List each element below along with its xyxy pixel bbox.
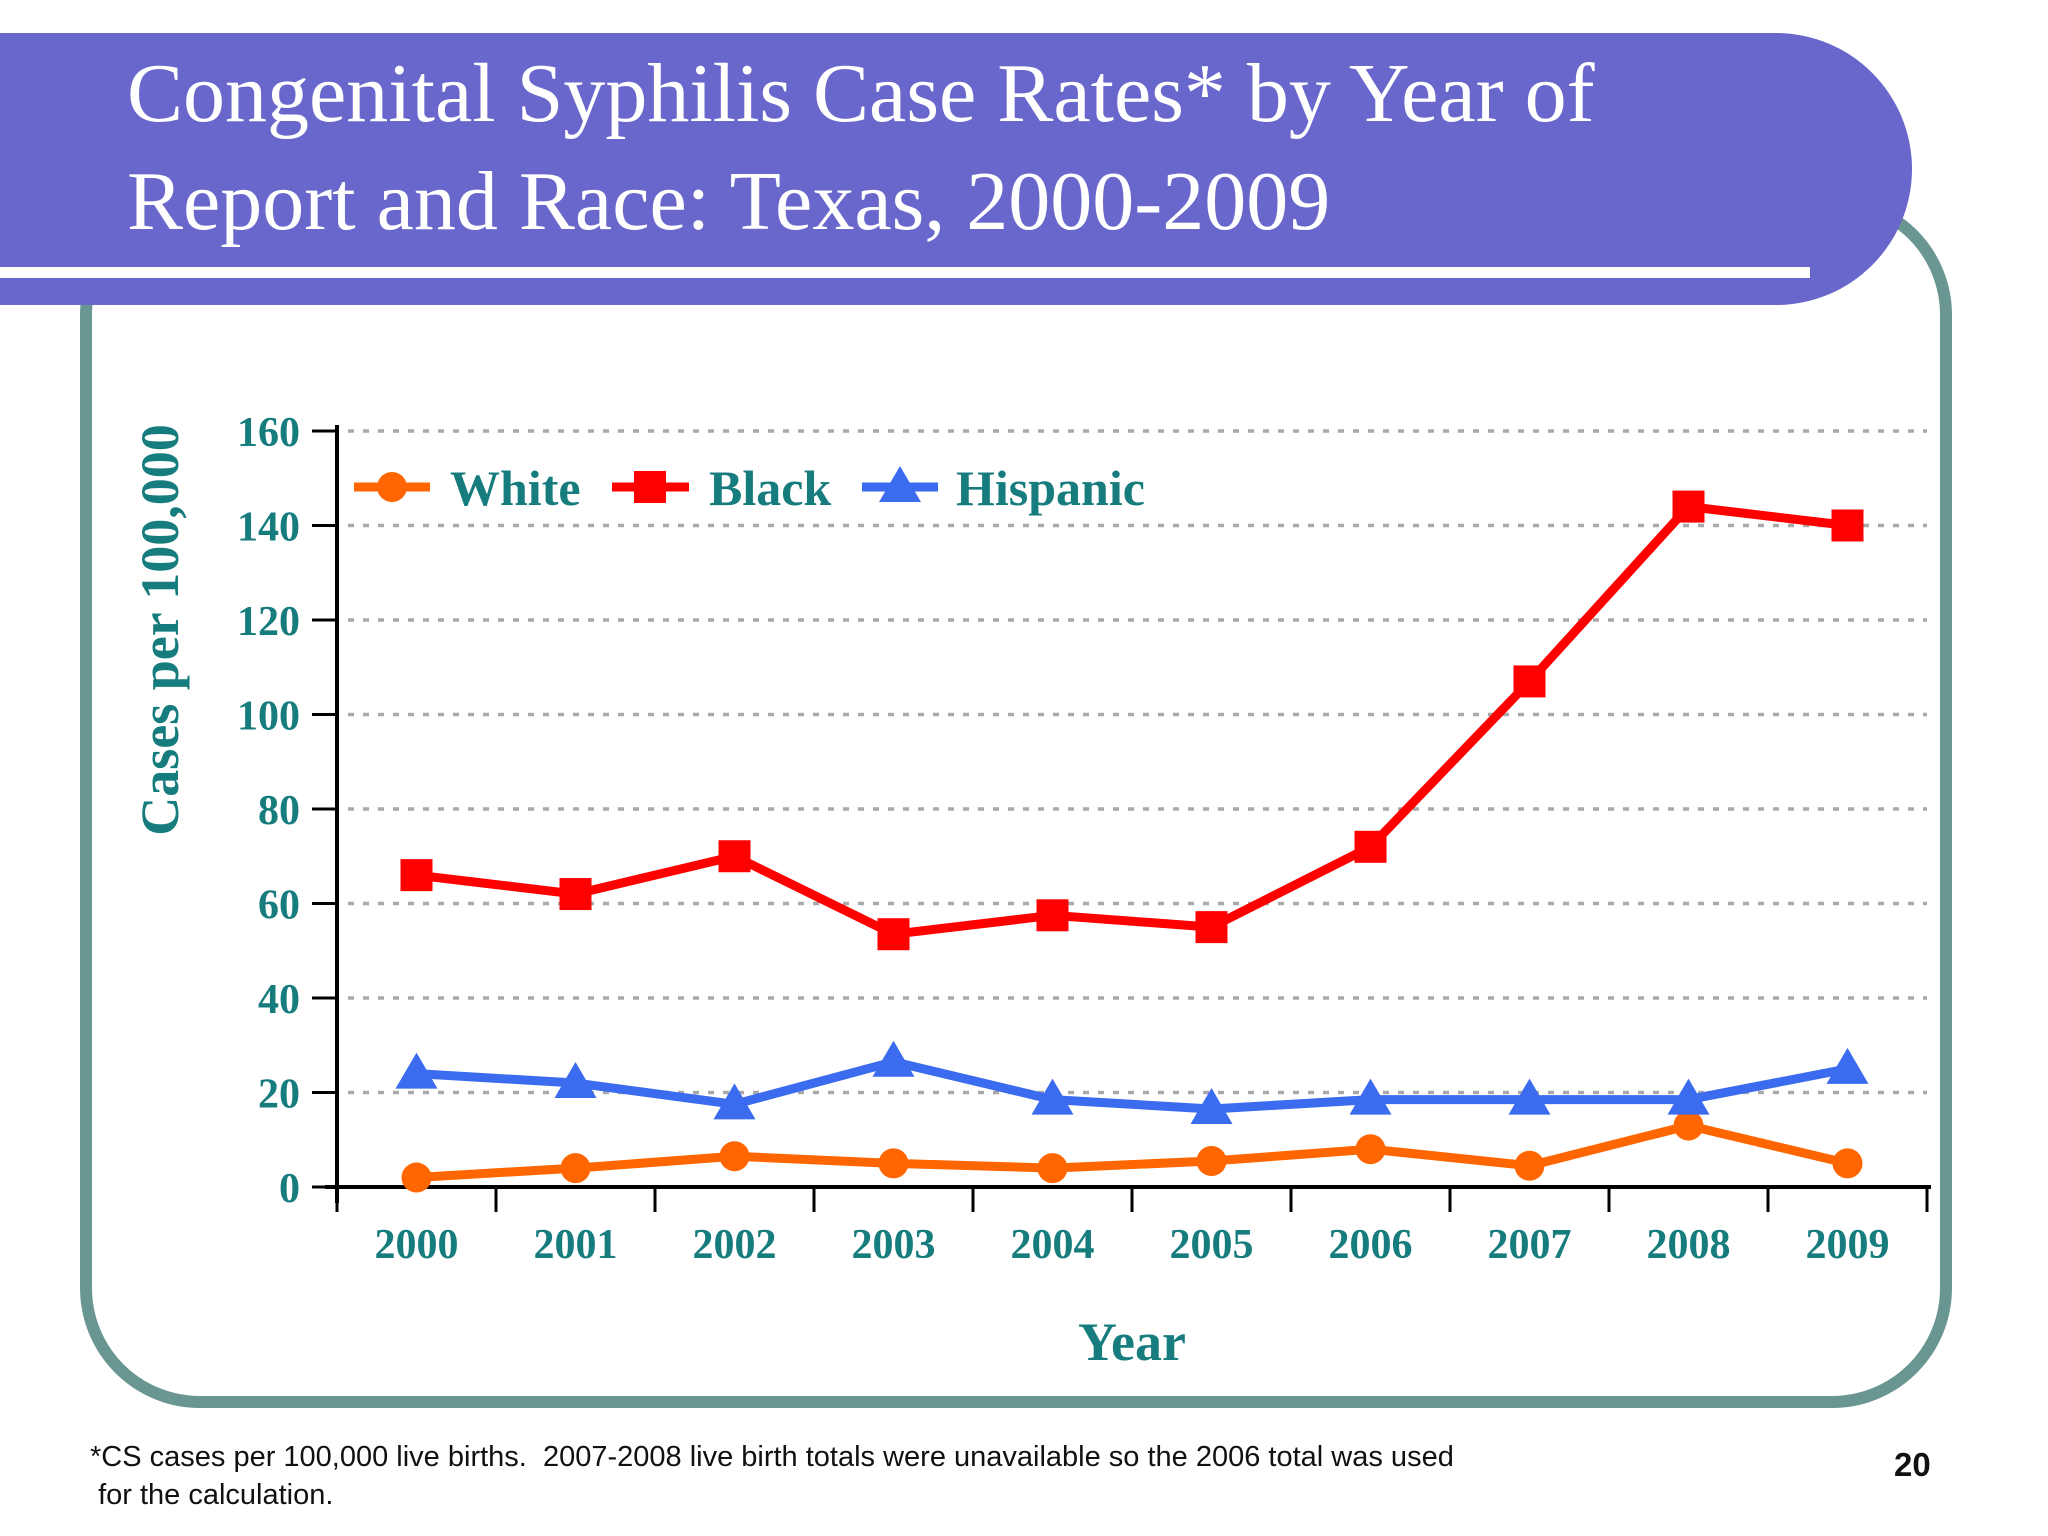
- x-tick-label-2001: 2001: [534, 1222, 618, 1268]
- legend-marker-black: [634, 471, 666, 503]
- marker-white-2002: [719, 1141, 750, 1172]
- marker-white-2009: [1832, 1148, 1863, 1179]
- slide-title-line2: Report and Race: Texas, 2000-2009: [127, 155, 1331, 248]
- page-number: 20: [1894, 1446, 1931, 1483]
- marker-hispanic-2008: [1667, 1078, 1710, 1115]
- marker-hispanic-2000: [395, 1052, 438, 1089]
- y-tick-label-80: 80: [258, 788, 300, 834]
- marker-black-2002: [718, 840, 751, 873]
- marker-white-2005: [1196, 1146, 1227, 1177]
- banner-underline: [0, 267, 1810, 278]
- marker-white-2001: [560, 1153, 591, 1184]
- marker-black-2005: [1195, 911, 1228, 944]
- marker-hispanic-2003: [872, 1040, 915, 1077]
- marker-black-2001: [559, 878, 592, 911]
- marker-hispanic-2004: [1031, 1078, 1074, 1115]
- x-tick-label-2003: 2003: [852, 1222, 936, 1268]
- x-tick-label-2007: 2007: [1488, 1222, 1572, 1268]
- x-tick-label-2005: 2005: [1170, 1222, 1254, 1268]
- legend-label-hispanic: Hispanic: [956, 460, 1145, 516]
- marker-white-2008: [1673, 1110, 1704, 1141]
- y-tick-label-100: 100: [237, 694, 300, 740]
- y-tick-label-0: 0: [279, 1166, 300, 1212]
- marker-white-2000: [401, 1162, 432, 1193]
- marker-hispanic-2007: [1508, 1078, 1551, 1115]
- y-tick-label-20: 20: [258, 1072, 300, 1118]
- marker-hispanic-2005: [1190, 1088, 1233, 1125]
- legend-marker-hispanic: [879, 466, 921, 502]
- slide-title: Congenital Syphilis Case Rates* by Year …: [127, 40, 1595, 256]
- marker-white-2004: [1037, 1153, 1068, 1184]
- marker-black-2007: [1513, 665, 1546, 698]
- marker-black-2008: [1672, 490, 1705, 523]
- y-axis-title: Cases per 100,000: [130, 424, 190, 836]
- y-tick-label-60: 60: [258, 883, 300, 929]
- x-tick-label-2000: 2000: [375, 1222, 459, 1268]
- y-tick-label-40: 40: [258, 977, 300, 1023]
- legend-label-black: Black: [709, 460, 831, 516]
- marker-white-2003: [878, 1148, 909, 1179]
- x-tick-label-2009: 2009: [1806, 1222, 1890, 1268]
- marker-hispanic-2001: [554, 1062, 597, 1099]
- title-banner: [0, 33, 1912, 305]
- y-tick-label-120: 120: [237, 599, 300, 645]
- footnote-line2: for the calculation.: [90, 1479, 334, 1511]
- marker-hispanic-2006: [1349, 1078, 1392, 1115]
- x-tick-label-2008: 2008: [1647, 1222, 1731, 1268]
- y-tick-label-140: 140: [237, 505, 300, 551]
- marker-black-2004: [1036, 899, 1069, 932]
- marker-black-2000: [400, 859, 433, 892]
- y-tick-label-160: 160: [237, 410, 300, 456]
- marker-black-2009: [1831, 509, 1864, 542]
- marker-black-2006: [1354, 830, 1387, 863]
- slide-title-line1: Congenital Syphilis Case Rates* by Year …: [127, 47, 1595, 140]
- marker-white-2006: [1355, 1134, 1386, 1165]
- x-tick-label-2004: 2004: [1011, 1222, 1095, 1268]
- x-tick-label-2006: 2006: [1329, 1222, 1413, 1268]
- footnote-line1: *CS cases per 100,000 live births. 2007-…: [90, 1441, 1454, 1473]
- series-line-black: [412, 502, 1852, 939]
- marker-hispanic-2009: [1826, 1047, 1869, 1084]
- x-axis-title: Year: [1078, 1312, 1186, 1372]
- legend-marker-white: [377, 472, 407, 502]
- marker-hispanic-2002: [713, 1083, 756, 1120]
- footnote: *CS cases per 100,000 live births. 2007-…: [90, 1438, 1454, 1514]
- series-line-white: [412, 1121, 1852, 1183]
- marker-black-2003: [877, 918, 910, 951]
- marker-white-2007: [1514, 1150, 1545, 1181]
- x-tick-label-2002: 2002: [693, 1222, 777, 1268]
- series-line-hispanic: [412, 1057, 1852, 1114]
- legend-label-white: White: [450, 460, 581, 516]
